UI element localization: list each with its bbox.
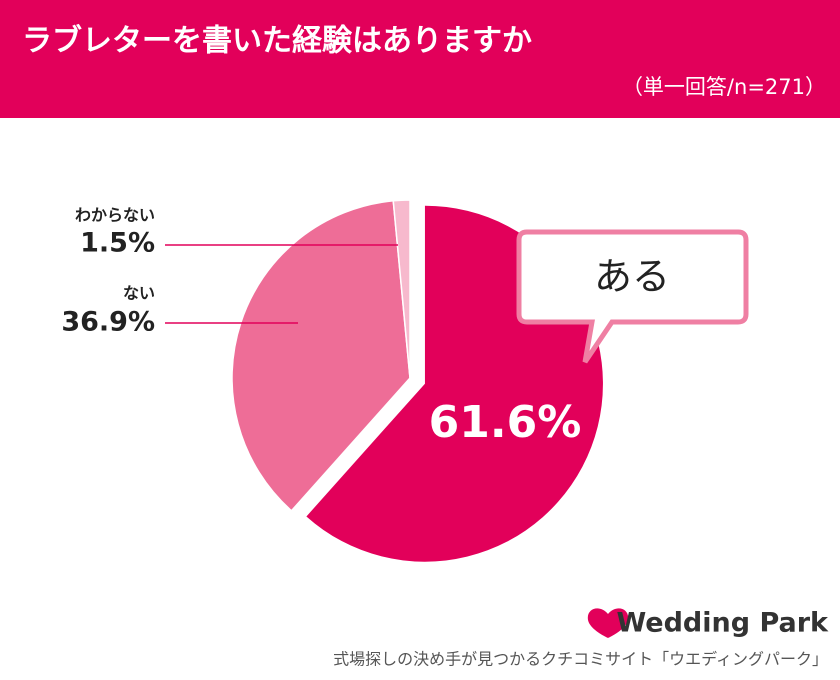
value-label: 36.9% — [61, 307, 155, 338]
value-label: 61.6% — [429, 397, 582, 448]
callout: ある — [516, 229, 749, 364]
callout-box — [516, 229, 749, 364]
header-band — [0, 0, 840, 118]
slice-name: わからない — [75, 206, 155, 225]
callout-label: ある — [594, 255, 670, 299]
logo-heart — [587, 608, 629, 638]
brand: Wedding Park — [616, 608, 829, 639]
chart-subtitle: （単一回答/n=271） — [622, 75, 826, 99]
value-label: 1.5% — [80, 228, 155, 259]
slice-name: ない — [123, 284, 155, 303]
chart-title: ラブレターを書いた経験はありますか — [22, 24, 532, 59]
tagline: 式場探しの決め手が見つかるクチコミサイト「ウエディングパーク」 — [333, 650, 828, 669]
footer: Wedding Park 式場探しの決め手が見つかるクチコミサイト「ウエディング… — [333, 608, 829, 669]
